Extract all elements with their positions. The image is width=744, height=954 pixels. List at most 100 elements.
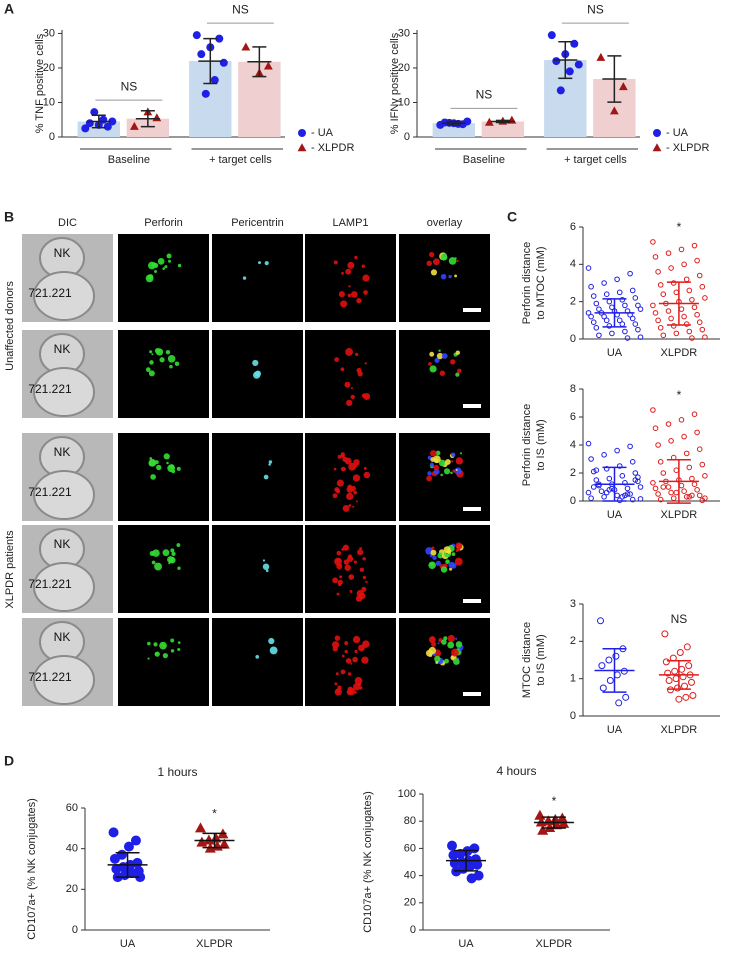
- panel-label: D: [4, 753, 14, 769]
- cell-label: 721.221: [28, 577, 72, 591]
- legend-label: - XLPDR: [666, 142, 709, 154]
- signal: [363, 471, 371, 479]
- signal: [164, 265, 168, 269]
- point: [593, 477, 600, 483]
- point: [650, 302, 656, 309]
- point: [683, 494, 690, 500]
- signal: [454, 467, 462, 475]
- cell-label: NK: [54, 630, 71, 644]
- point: [686, 328, 693, 335]
- chart: 0 20 40 60 80 100 CD107a+ (% NK conjugates) 4 h…: [362, 764, 610, 950]
- point: [103, 122, 112, 131]
- point: [702, 473, 708, 479]
- chart: 0 20 40 60 CD107a+ (% NK conjugates) 1 hours U…: [26, 765, 270, 950]
- point: [549, 813, 561, 824]
- point: [689, 297, 695, 303]
- chart: 0 2 4 6 Perforin distance to MTOC (mM) UA XLPDR…: [521, 220, 720, 359]
- point: [215, 34, 224, 43]
- y-axis-label: % TNF positive cells: [34, 33, 46, 133]
- point: [657, 459, 664, 465]
- point: [678, 306, 685, 312]
- signal: [149, 360, 154, 365]
- x-tick-label: UA: [607, 509, 623, 521]
- point: [135, 872, 146, 883]
- point: [637, 484, 644, 490]
- signal: [334, 688, 342, 696]
- point: [218, 838, 230, 849]
- fluorescence-image: [118, 618, 209, 706]
- signal: [258, 261, 261, 265]
- point: [624, 335, 631, 341]
- signal: [361, 656, 369, 664]
- signal: [455, 637, 458, 640]
- signal: [431, 641, 437, 647]
- signal: [440, 566, 448, 573]
- cell-label: NK: [54, 445, 71, 459]
- point: [702, 295, 708, 301]
- point: [615, 699, 623, 707]
- signal: [430, 450, 437, 457]
- y-tick-label: 1: [570, 673, 576, 685]
- chart: 0 10 20 30% TNF positive cells NS Baseline NS +…: [34, 2, 355, 166]
- y-tick-label: 20: [66, 883, 78, 895]
- y-tick-label: 40: [404, 870, 416, 882]
- cell: [33, 367, 95, 417]
- point: [219, 58, 228, 67]
- y-tick-label: 100: [398, 788, 416, 800]
- point: [681, 313, 687, 320]
- signal: [252, 359, 259, 367]
- signal: [428, 636, 436, 644]
- signal: [451, 552, 456, 557]
- y-axis-label: MTOC distance: [521, 622, 533, 698]
- point: [590, 293, 597, 299]
- point: [691, 242, 698, 249]
- signal: [177, 641, 181, 644]
- point: [632, 470, 639, 476]
- signal: [333, 260, 338, 265]
- signal: [362, 640, 370, 648]
- signal: [154, 562, 163, 571]
- signal: [334, 635, 341, 641]
- error-bar: [658, 458, 699, 504]
- signal: [353, 490, 358, 495]
- point: [637, 334, 644, 340]
- significance-label: *: [552, 794, 557, 808]
- signal: [346, 492, 354, 501]
- point: [673, 467, 680, 474]
- x-tick-label: XLPDR: [536, 938, 573, 950]
- scale-bar: [463, 692, 481, 696]
- signal: [145, 367, 151, 373]
- signal: [147, 641, 151, 646]
- fluorescence-image: [118, 234, 209, 322]
- signal: [354, 676, 363, 685]
- signal: [450, 359, 456, 365]
- signal: [352, 474, 361, 482]
- point: [448, 850, 459, 861]
- point: [81, 124, 90, 133]
- signal: [154, 652, 158, 656]
- signal: [340, 367, 345, 372]
- signal: [441, 353, 448, 359]
- signal: [153, 642, 158, 647]
- signal: [338, 291, 345, 298]
- signal: [166, 253, 172, 259]
- signal: [432, 555, 437, 560]
- signal: [353, 459, 360, 466]
- error-bar: [441, 120, 466, 126]
- signal: [437, 552, 444, 559]
- signal: [149, 457, 153, 460]
- signal: [163, 453, 170, 460]
- point: [681, 261, 687, 268]
- error-bar: [553, 40, 578, 80]
- signal: [451, 452, 456, 457]
- point: [678, 417, 685, 423]
- signal: [355, 352, 359, 356]
- x-tick-label: XLPDR: [661, 724, 698, 736]
- point: [674, 684, 681, 692]
- signal: [357, 549, 364, 556]
- point: [686, 464, 693, 471]
- point: [606, 323, 613, 329]
- signal: [148, 459, 157, 467]
- signal: [332, 493, 338, 499]
- point: [484, 117, 494, 126]
